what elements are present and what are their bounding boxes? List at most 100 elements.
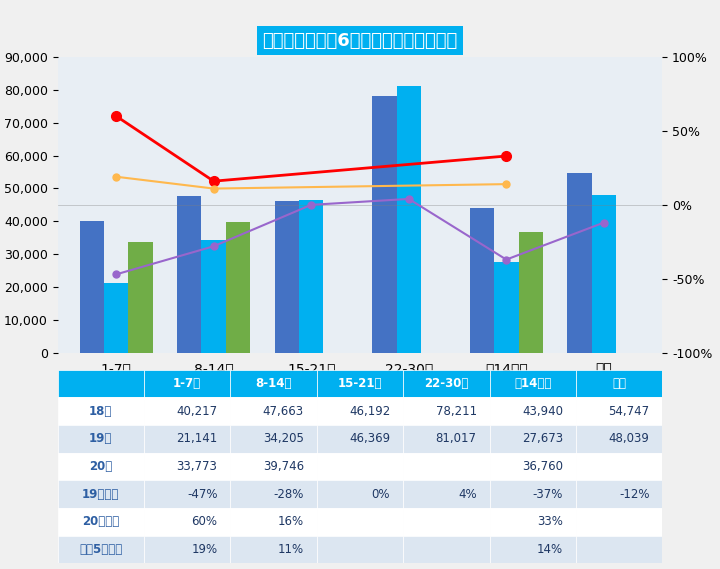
Bar [592,195,616,353]
FancyBboxPatch shape [576,480,662,508]
Text: 环比5月同期: 环比5月同期 [79,543,122,556]
FancyBboxPatch shape [144,535,230,563]
20年同比 [210,178,218,184]
Text: 43,940: 43,940 [522,405,563,418]
Bar [494,262,518,353]
Text: 19%: 19% [192,543,217,556]
Text: 全月: 全月 [612,377,626,390]
Line: 19年同比: 19年同比 [112,195,608,278]
FancyBboxPatch shape [317,480,403,508]
Text: 8-14日: 8-14日 [256,377,292,390]
Text: 11%: 11% [278,543,304,556]
Bar [202,240,226,353]
Text: 1-7日: 1-7日 [173,377,202,390]
19年同比 [405,196,413,203]
FancyBboxPatch shape [403,508,490,535]
Text: 81,017: 81,017 [436,432,477,446]
Text: 54,747: 54,747 [608,405,649,418]
Text: -37%: -37% [533,488,563,501]
FancyBboxPatch shape [144,398,230,425]
Text: 16%: 16% [278,516,304,529]
Text: 前14日均: 前14日均 [514,377,552,390]
FancyBboxPatch shape [230,370,317,398]
FancyBboxPatch shape [144,453,230,480]
FancyBboxPatch shape [230,398,317,425]
Text: -12%: -12% [619,488,649,501]
Bar [177,196,202,353]
FancyBboxPatch shape [576,508,662,535]
Text: 34,205: 34,205 [263,432,304,446]
Text: 18年: 18年 [89,405,112,418]
Legend: 18年, 19年, 20年, 19年同比, 20年同比, 环比5月同期: 18年, 19年, 20年, 19年同比, 20年同比, 环比5月同期 [174,0,546,2]
FancyBboxPatch shape [58,398,144,425]
FancyBboxPatch shape [317,398,403,425]
19年同比 [112,271,120,278]
Bar [397,86,421,353]
FancyBboxPatch shape [317,425,403,453]
20年同比 [112,113,120,119]
Text: 40,217: 40,217 [176,405,217,418]
FancyBboxPatch shape [317,453,403,480]
FancyBboxPatch shape [490,480,576,508]
FancyBboxPatch shape [58,508,144,535]
FancyBboxPatch shape [576,398,662,425]
Text: 48,039: 48,039 [608,432,649,446]
Bar [226,222,251,353]
19年同比 [502,256,510,263]
环比5月同期 [112,174,120,180]
Text: -28%: -28% [274,488,304,501]
FancyBboxPatch shape [230,480,317,508]
环比5月同期 [210,185,218,192]
FancyBboxPatch shape [576,535,662,563]
FancyBboxPatch shape [403,398,490,425]
FancyBboxPatch shape [576,370,662,398]
Bar [128,242,153,353]
FancyBboxPatch shape [576,425,662,453]
FancyBboxPatch shape [490,425,576,453]
Bar [274,201,299,353]
FancyBboxPatch shape [490,370,576,398]
FancyBboxPatch shape [576,453,662,480]
FancyBboxPatch shape [230,425,317,453]
FancyBboxPatch shape [490,453,576,480]
Bar [518,232,543,353]
Text: 15-21日: 15-21日 [338,377,382,390]
Bar [104,283,128,353]
FancyBboxPatch shape [144,508,230,535]
Text: 19年: 19年 [89,432,112,446]
Bar [469,208,494,353]
Text: 27,673: 27,673 [522,432,563,446]
Text: 19年同比: 19年同比 [82,488,120,501]
FancyBboxPatch shape [230,508,317,535]
Text: 78,211: 78,211 [436,405,477,418]
FancyBboxPatch shape [490,508,576,535]
FancyBboxPatch shape [58,453,144,480]
Text: 21,141: 21,141 [176,432,217,446]
FancyBboxPatch shape [58,370,144,398]
FancyBboxPatch shape [403,425,490,453]
Text: 20年: 20年 [89,460,112,473]
FancyBboxPatch shape [317,370,403,398]
Text: 0%: 0% [372,488,390,501]
FancyBboxPatch shape [144,480,230,508]
Title: 乘联会主要厂商6月周度批发数量和增速: 乘联会主要厂商6月周度批发数量和增速 [262,32,458,50]
Text: 14%: 14% [537,543,563,556]
Text: 36,760: 36,760 [522,460,563,473]
Text: 46,369: 46,369 [349,432,390,446]
Line: 环比5月同期: 环比5月同期 [112,173,510,192]
Line: 20年同比: 20年同比 [112,111,511,186]
FancyBboxPatch shape [58,535,144,563]
Text: 33,773: 33,773 [176,460,217,473]
FancyBboxPatch shape [490,535,576,563]
FancyBboxPatch shape [58,480,144,508]
Text: 46,192: 46,192 [349,405,390,418]
FancyBboxPatch shape [230,453,317,480]
FancyBboxPatch shape [403,453,490,480]
FancyBboxPatch shape [403,535,490,563]
Bar [567,173,592,353]
FancyBboxPatch shape [230,535,317,563]
19年同比 [307,201,315,208]
Text: 20年同比: 20年同比 [82,516,120,529]
FancyBboxPatch shape [317,535,403,563]
FancyBboxPatch shape [490,398,576,425]
